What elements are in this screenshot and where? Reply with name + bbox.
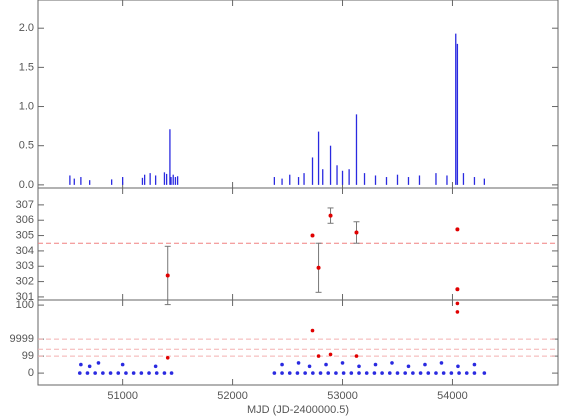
point — [357, 364, 361, 369]
point — [87, 364, 92, 369]
point — [464, 371, 469, 375]
point — [162, 371, 167, 375]
point — [120, 362, 125, 367]
panel-frame — [37, 0, 559, 189]
point — [456, 364, 460, 369]
point — [169, 371, 174, 375]
point — [482, 371, 487, 375]
point — [324, 362, 328, 367]
point — [307, 364, 312, 369]
point — [296, 361, 301, 365]
point — [423, 362, 427, 367]
x-tick-label: 53000 — [327, 390, 358, 402]
y-tick-label: 307 — [16, 199, 34, 211]
point — [316, 354, 321, 358]
point — [395, 371, 400, 375]
point — [354, 354, 359, 358]
point — [372, 371, 377, 375]
point — [116, 371, 121, 375]
y-tick-label: 99 — [22, 350, 34, 362]
point — [357, 371, 361, 375]
panel-frame — [37, 187, 559, 301]
x-tick-label: 54000 — [437, 390, 468, 402]
point — [131, 371, 136, 375]
point — [153, 364, 158, 369]
point — [455, 301, 460, 306]
x-tick-label: 51000 — [107, 390, 138, 402]
point — [108, 371, 113, 375]
y-tick-label: 0 — [28, 367, 34, 379]
x-axis-label: MJD (JD-2400000.5) — [247, 404, 349, 416]
point — [328, 213, 333, 218]
x-tick-label: 52000 — [217, 390, 248, 402]
point — [439, 361, 444, 365]
point — [272, 371, 277, 375]
point — [154, 371, 159, 375]
point — [340, 361, 345, 365]
point — [328, 352, 333, 357]
point — [354, 230, 359, 235]
point — [316, 265, 321, 270]
point — [455, 227, 460, 232]
point — [93, 371, 97, 375]
point — [79, 362, 83, 367]
y-tick-label: 2.0 — [19, 22, 34, 34]
point — [85, 371, 90, 375]
point — [311, 371, 315, 375]
point — [318, 371, 323, 375]
point — [472, 371, 477, 375]
y-tick-label: 9999 — [10, 333, 34, 345]
point — [310, 328, 315, 333]
point — [364, 371, 369, 375]
y-tick-label: 304 — [16, 245, 34, 257]
point — [455, 287, 460, 292]
y-tick-label: 303 — [16, 260, 34, 272]
point — [334, 371, 338, 375]
point — [406, 364, 411, 369]
point — [457, 371, 461, 375]
point — [96, 361, 101, 365]
point — [472, 362, 477, 367]
point — [434, 371, 438, 375]
point — [403, 371, 407, 375]
point — [418, 371, 423, 375]
point — [310, 233, 315, 238]
point — [341, 371, 346, 375]
point — [390, 361, 394, 365]
y-tick-label: 302 — [16, 275, 34, 287]
point — [449, 371, 454, 375]
panel-frame — [37, 299, 559, 386]
point — [287, 371, 292, 375]
point — [326, 371, 331, 375]
y-tick-label: 0.5 — [19, 140, 34, 152]
y-tick-label: 100 — [16, 299, 34, 311]
point — [380, 371, 384, 375]
y-tick-label: 1.5 — [19, 61, 34, 73]
point — [349, 371, 354, 375]
point — [387, 371, 392, 375]
point — [455, 310, 460, 314]
point — [139, 371, 144, 375]
point — [411, 371, 415, 375]
point — [373, 362, 378, 367]
point — [77, 371, 82, 375]
y-tick-label: 0.0 — [19, 179, 34, 191]
y-tick-label: 301 — [16, 291, 34, 303]
point — [147, 371, 151, 375]
point — [165, 356, 170, 360]
point — [101, 371, 105, 375]
point — [303, 371, 307, 375]
point — [280, 371, 284, 375]
y-tick-label: 306 — [16, 214, 34, 226]
point — [124, 371, 128, 375]
point — [441, 371, 446, 375]
point — [295, 371, 300, 375]
point — [280, 362, 284, 367]
point — [165, 273, 170, 278]
y-tick-label: 1.0 — [19, 100, 34, 112]
y-tick-label: 305 — [16, 229, 34, 241]
point — [426, 371, 431, 375]
